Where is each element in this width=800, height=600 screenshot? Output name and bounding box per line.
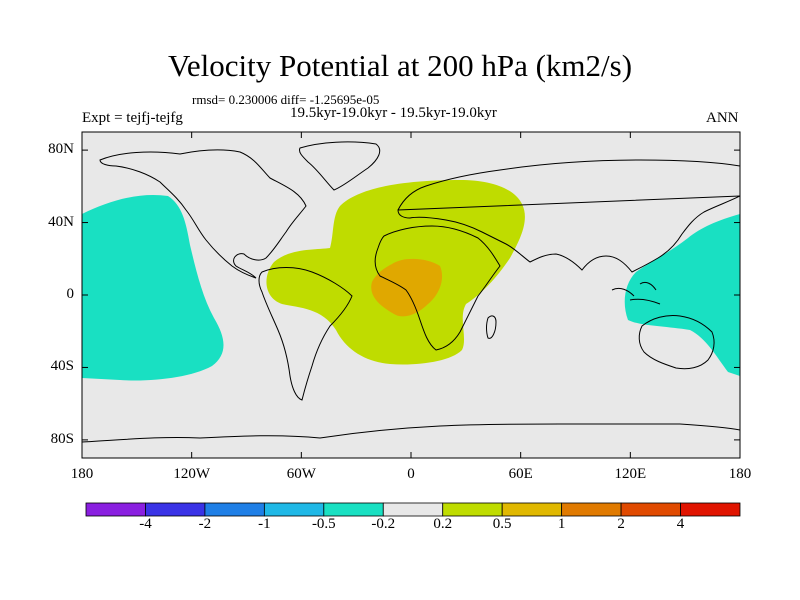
colorbar-label: 1 <box>557 516 566 532</box>
colorbar-label: 4 <box>676 516 685 532</box>
coastline-indonesia <box>611 281 661 305</box>
negative-anomaly-west-pacific <box>624 214 740 376</box>
colorbar-swatch <box>382 502 444 517</box>
season-label: ANN <box>706 110 739 126</box>
positive-anomaly-core <box>371 258 443 317</box>
colorbar-swatch <box>145 502 206 517</box>
colorbar-label: 2 <box>617 516 625 532</box>
experiment-label: Expt = tejfj-tejfg <box>82 110 183 126</box>
colorbar-swatch <box>561 502 622 517</box>
colorbar <box>85 502 741 517</box>
colorbar-swatch <box>323 502 384 517</box>
colorbar-label: -2 <box>198 516 212 532</box>
colorbar-swatch <box>204 502 265 517</box>
negative-anomaly-east-pacific <box>82 194 224 381</box>
colorbar-swatch <box>263 502 325 517</box>
colorbar-swatch <box>85 502 146 517</box>
lat-tick-label: 0 <box>66 286 75 302</box>
colorbar-label: 0.5 <box>492 516 512 532</box>
coastline-eurasia <box>397 159 740 273</box>
colorbar-label: -4 <box>139 516 152 532</box>
colorbar-label: -1 <box>258 516 271 532</box>
coastline-australia <box>638 315 715 370</box>
colorbar-label: 0.2 <box>433 516 453 532</box>
lon-tick-label: 0 <box>407 466 415 482</box>
coastline-madagascar <box>486 315 497 339</box>
coastline-south-america <box>258 267 353 401</box>
tick-marks <box>81 132 741 458</box>
colorbar-label: -0.2 <box>371 516 396 532</box>
colorbar-label: -0.5 <box>311 516 336 532</box>
lon-tick-label: 60E <box>508 466 533 482</box>
lon-tick-label: 180 <box>70 466 94 482</box>
coastline-africa <box>374 225 501 351</box>
colorbar-swatch <box>620 502 681 517</box>
coastlines <box>82 141 740 443</box>
lon-tick-label: 120W <box>173 466 210 482</box>
coastline-antarctica <box>82 423 740 443</box>
figure-title: Velocity Potential at 200 hPa (km2/s) <box>167 48 633 83</box>
lat-tick-label: 80S <box>50 430 74 447</box>
lat-tick-label: 40S <box>50 358 74 375</box>
coastline-north-america <box>99 149 307 279</box>
colorbar-swatch <box>501 502 563 517</box>
colorbar-swatch <box>442 502 503 517</box>
lon-tick-label: 120E <box>614 466 647 482</box>
lon-tick-label: 60W <box>286 466 316 482</box>
contour-fills <box>82 180 740 381</box>
lon-tick-label: 180 <box>728 466 752 482</box>
lat-tick-label: 40N <box>48 213 74 230</box>
coastline-greenland <box>299 141 381 191</box>
stats-line: rmsd= 0.230006 diff= -1.25695e-05 <box>192 92 380 107</box>
lat-tick-label: 80N <box>48 141 74 158</box>
colorbar-swatch <box>680 502 741 517</box>
period-label: 19.5kyr-19.0kyr - 19.5kyr-19.0kyr <box>290 105 497 121</box>
